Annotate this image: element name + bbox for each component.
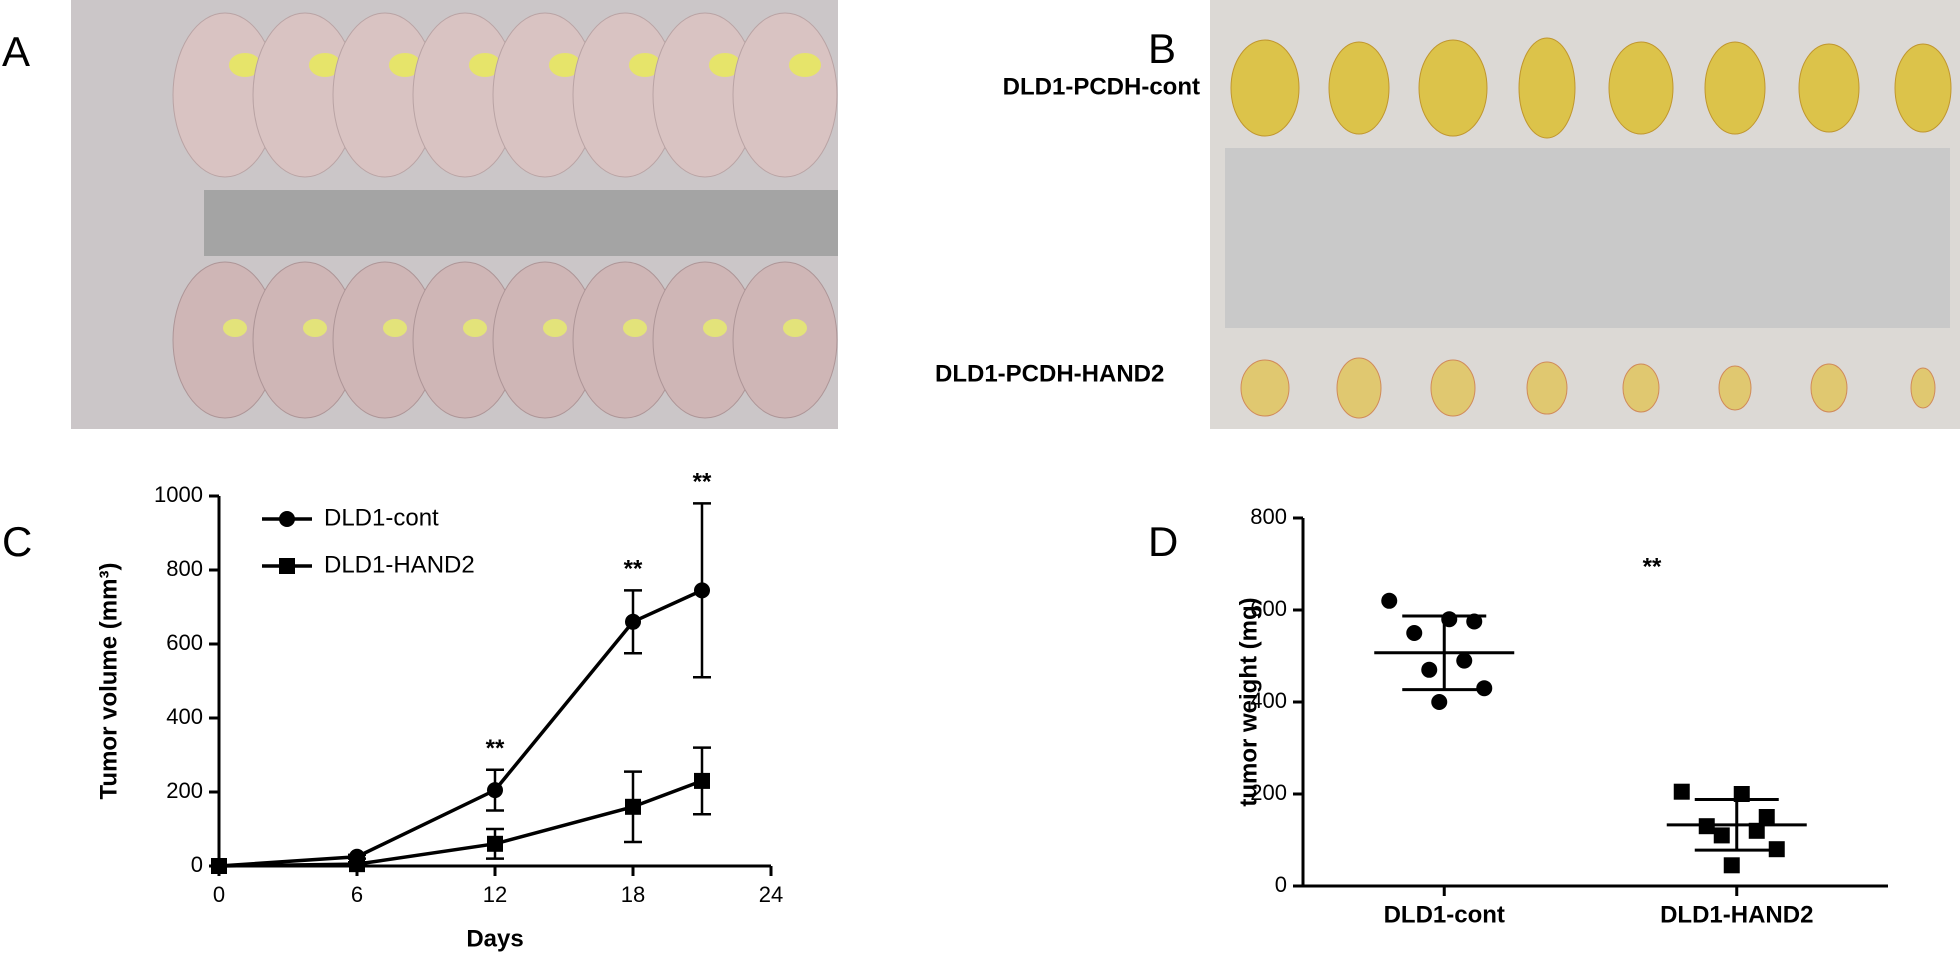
y-tick-label: 600 [166, 630, 203, 655]
photo-a [71, 0, 838, 429]
tumor [543, 319, 567, 337]
tumor [389, 53, 421, 77]
significance: ** [693, 469, 712, 496]
tumor [1608, 41, 1674, 135]
photo-label: DLD1-PCDH-HAND2 [935, 360, 1164, 387]
tumor [383, 319, 407, 337]
marker [1406, 625, 1423, 641]
y-tick-label: 200 [1250, 780, 1287, 805]
y-tick-label: 400 [1250, 688, 1287, 713]
y-axis-label: Tumor volume (mm³) [95, 563, 122, 800]
y-tick-label: 800 [166, 556, 203, 581]
marker [1758, 809, 1775, 825]
ruler [204, 190, 838, 256]
tumor [629, 53, 661, 77]
y-tick-label: 0 [1275, 872, 1287, 897]
panel-label: C [2, 518, 32, 565]
x-axis-label: Days [466, 925, 523, 952]
tumor [309, 53, 341, 77]
marker [625, 613, 641, 630]
marker [694, 582, 710, 599]
marker [1723, 857, 1740, 874]
x-tick-label: 6 [351, 882, 363, 907]
tumor [623, 319, 647, 337]
marker [487, 835, 503, 852]
significance: ** [1643, 553, 1662, 580]
x-tick-label: DLD1-cont [1384, 901, 1505, 928]
marker [211, 858, 227, 874]
y-tick-label: 800 [1250, 504, 1287, 529]
tumor [1704, 41, 1766, 135]
tumor [703, 319, 727, 337]
tumor [1894, 43, 1952, 133]
tumor [1622, 363, 1660, 413]
mouse [732, 261, 838, 419]
marker [625, 798, 641, 815]
tumor [1718, 365, 1752, 411]
tumor [1418, 39, 1488, 137]
tumor [1328, 41, 1390, 135]
y-axis-label: tumor weight (mg) [1235, 597, 1262, 806]
tumor [1526, 361, 1568, 415]
marker [1673, 783, 1690, 800]
y-tick-label: 1000 [154, 482, 203, 507]
legend-label: DLD1-cont [324, 504, 439, 531]
marker [1456, 652, 1473, 669]
marker [349, 856, 365, 873]
photo-b [1210, 0, 1960, 429]
marker [1466, 613, 1483, 630]
tumor [1910, 367, 1936, 409]
marker [1748, 822, 1765, 839]
mouse [732, 12, 838, 178]
tumor [789, 53, 821, 77]
tumor [1230, 39, 1300, 137]
x-tick-label: 0 [213, 882, 225, 907]
y-tick-label: 0 [191, 852, 203, 877]
panel-label: A [2, 28, 30, 75]
tumor [303, 319, 327, 337]
tumor [1518, 37, 1576, 139]
tumor [709, 53, 741, 77]
mice [172, 12, 838, 419]
marker [1431, 694, 1448, 710]
tumor [469, 53, 501, 77]
tumor [463, 319, 487, 337]
y-tick-label: 600 [1250, 596, 1287, 621]
series-line [218, 779, 703, 868]
marker [1381, 592, 1398, 609]
tumor [1240, 359, 1290, 417]
x-tick-label: 18 [621, 882, 645, 907]
legend-marker [279, 511, 295, 527]
marker [1421, 661, 1438, 678]
marker [1733, 786, 1750, 802]
x-tick-label: 12 [483, 882, 507, 907]
x-tick-label: DLD1-HAND2 [1660, 901, 1813, 928]
tumor [223, 319, 247, 337]
tumor [229, 53, 261, 77]
series-line [218, 588, 703, 868]
significance: ** [624, 556, 643, 583]
x-tick-label: 24 [759, 882, 783, 907]
marker [1713, 827, 1730, 844]
tumor [1430, 359, 1476, 417]
legend-marker [279, 558, 295, 574]
panel-label: D [1148, 518, 1178, 565]
tumor [1336, 357, 1382, 419]
legend-label: DLD1-HAND2 [324, 551, 475, 578]
tumor [549, 53, 581, 77]
panel-label: B [1148, 25, 1176, 72]
tumor [1798, 43, 1860, 133]
tumor [783, 319, 807, 337]
tumor [1810, 363, 1848, 413]
marker [694, 772, 710, 789]
y-tick-label: 400 [166, 704, 203, 729]
marker [487, 782, 503, 799]
y-tick-label: 200 [166, 778, 203, 803]
photo-label: DLD1-PCDH-cont [1003, 73, 1200, 100]
tumors [1230, 37, 1952, 419]
significance: ** [486, 735, 505, 762]
ruler [1225, 148, 1950, 328]
